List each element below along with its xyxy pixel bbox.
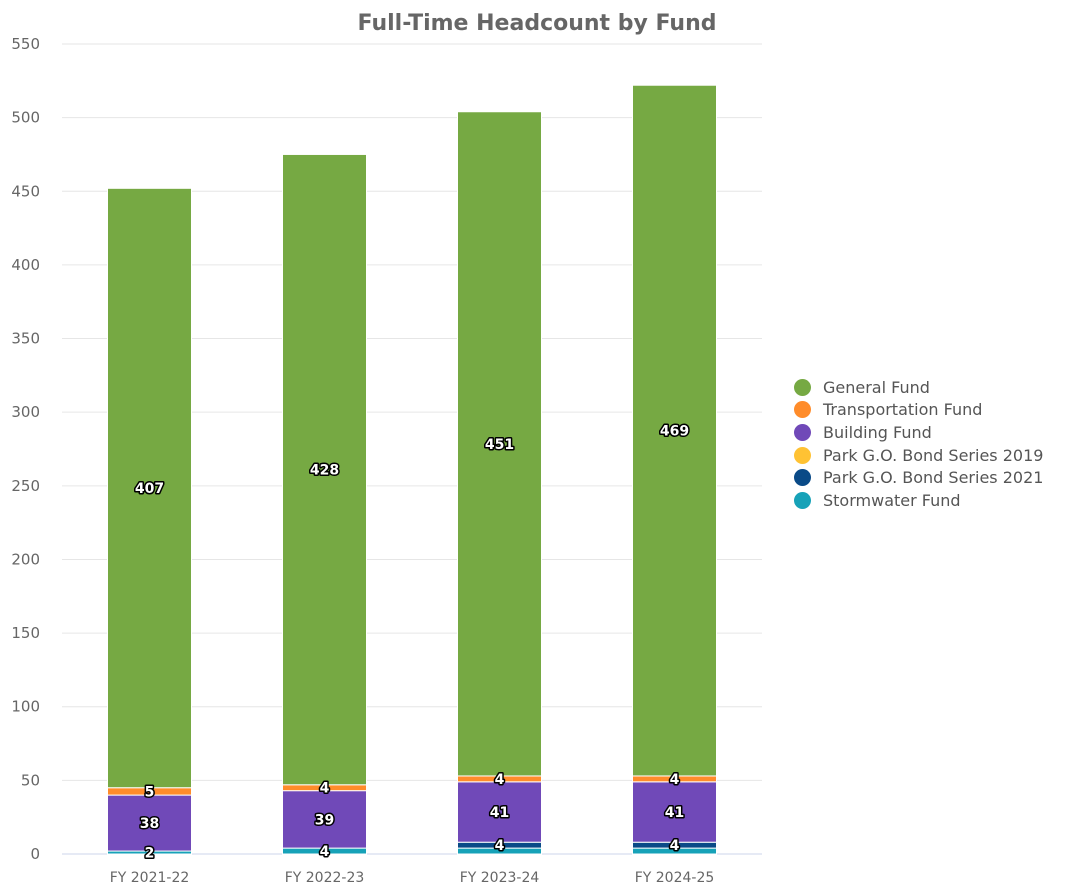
y-tick-label: 350: [11, 330, 40, 348]
data-label: 4: [670, 772, 680, 788]
data-label: 451: [485, 437, 514, 453]
data-labels: 2 38 5 407 4 39 4 428 4 41 4 451 4 41 4 469: [133, 422, 690, 863]
y-tick-label: 500: [11, 109, 40, 127]
data-label: 2: [145, 846, 155, 862]
y-tick-label: 250: [11, 477, 40, 495]
data-label: 39: [315, 812, 334, 828]
y-tick-label: 400: [11, 256, 40, 274]
legend-label: Park G.O. Bond Series 2021: [823, 468, 1044, 488]
legend-marker-icon: [794, 401, 811, 419]
data-label: 4: [670, 838, 680, 854]
chart-title: Full-Time Headcount by Fund: [358, 11, 717, 36]
bar-building-fund-fy-2023-24: [457, 781, 542, 843]
legend-marker-icon: [794, 491, 811, 509]
y-tick-label: 300: [11, 403, 40, 421]
legend-label: Transportation Fund: [823, 400, 983, 420]
data-label: 428: [310, 463, 339, 479]
data-label: 4: [495, 772, 505, 788]
x-tick-label: FY 2021-22: [110, 870, 190, 884]
bar-general-fund-fy-2024-25: [632, 84, 717, 777]
bar-building-fund-fy-2022-23: [282, 790, 367, 849]
y-tick-label: 150: [11, 624, 40, 642]
legend-item-park-g-o-bond-series-2019[interactable]: Park G.O. Bond Series 2019: [794, 444, 1043, 467]
x-tick-label: FY 2024-25: [635, 870, 715, 884]
y-tick-label: 50: [21, 771, 40, 789]
legend-item-building-fund[interactable]: Building Fund: [794, 421, 1043, 444]
legend-marker-icon: [794, 446, 811, 464]
data-label: 38: [140, 816, 159, 832]
bars: [107, 84, 717, 855]
x-tick-label: FY 2023-24: [460, 870, 540, 884]
bar-general-fund-fy-2022-23: [282, 153, 367, 786]
legend-item-stormwater-fund[interactable]: Stormwater Fund: [794, 489, 1043, 512]
legend-item-park-g-o-bond-series-2021[interactable]: Park G.O. Bond Series 2021: [794, 466, 1043, 489]
bar-building-fund-fy-2021-22: [107, 794, 192, 852]
bar-building-fund-fy-2024-25: [632, 781, 717, 843]
bar-general-fund-fy-2023-24: [457, 111, 542, 777]
y-tick-label: 550: [11, 35, 40, 53]
legend-label: Park G.O. Bond Series 2019: [823, 445, 1044, 465]
y-tick-label: 450: [11, 182, 40, 200]
legend-marker-icon: [794, 469, 811, 487]
data-label: 4: [320, 844, 330, 860]
y-tick-label: 0: [30, 845, 40, 863]
y-axis-ticks: 0 50 100 150 200 250 300 350 400 450 500 550: [11, 35, 40, 863]
legend-item-transportation-fund[interactable]: Transportation Fund: [794, 399, 1043, 422]
legend: General Fund Transportation Fund Building …: [794, 376, 1043, 512]
data-label: 4: [320, 781, 330, 797]
legend-item-general-fund[interactable]: General Fund: [794, 376, 1043, 399]
bar-general-fund-fy-2021-22: [107, 187, 192, 789]
x-tick-label: FY 2022-23: [285, 870, 365, 884]
y-tick-label: 200: [11, 550, 40, 568]
legend-marker-icon: [794, 423, 811, 441]
x-axis-ticks: FY 2021-22 FY 2022-23 FY 2023-24 FY 2024-25: [110, 870, 715, 884]
legend-label: General Fund: [823, 377, 930, 397]
y-tick-label: 100: [11, 698, 40, 716]
legend-label: Building Fund: [823, 422, 932, 442]
data-label: 4: [495, 838, 505, 854]
data-label: 5: [145, 784, 155, 800]
data-label: 407: [135, 481, 164, 497]
legend-marker-icon: [794, 378, 811, 396]
legend-label: Stormwater Fund: [823, 490, 961, 510]
data-label: 469: [660, 424, 689, 440]
data-label: 41: [490, 805, 509, 821]
data-label: 41: [665, 805, 684, 821]
